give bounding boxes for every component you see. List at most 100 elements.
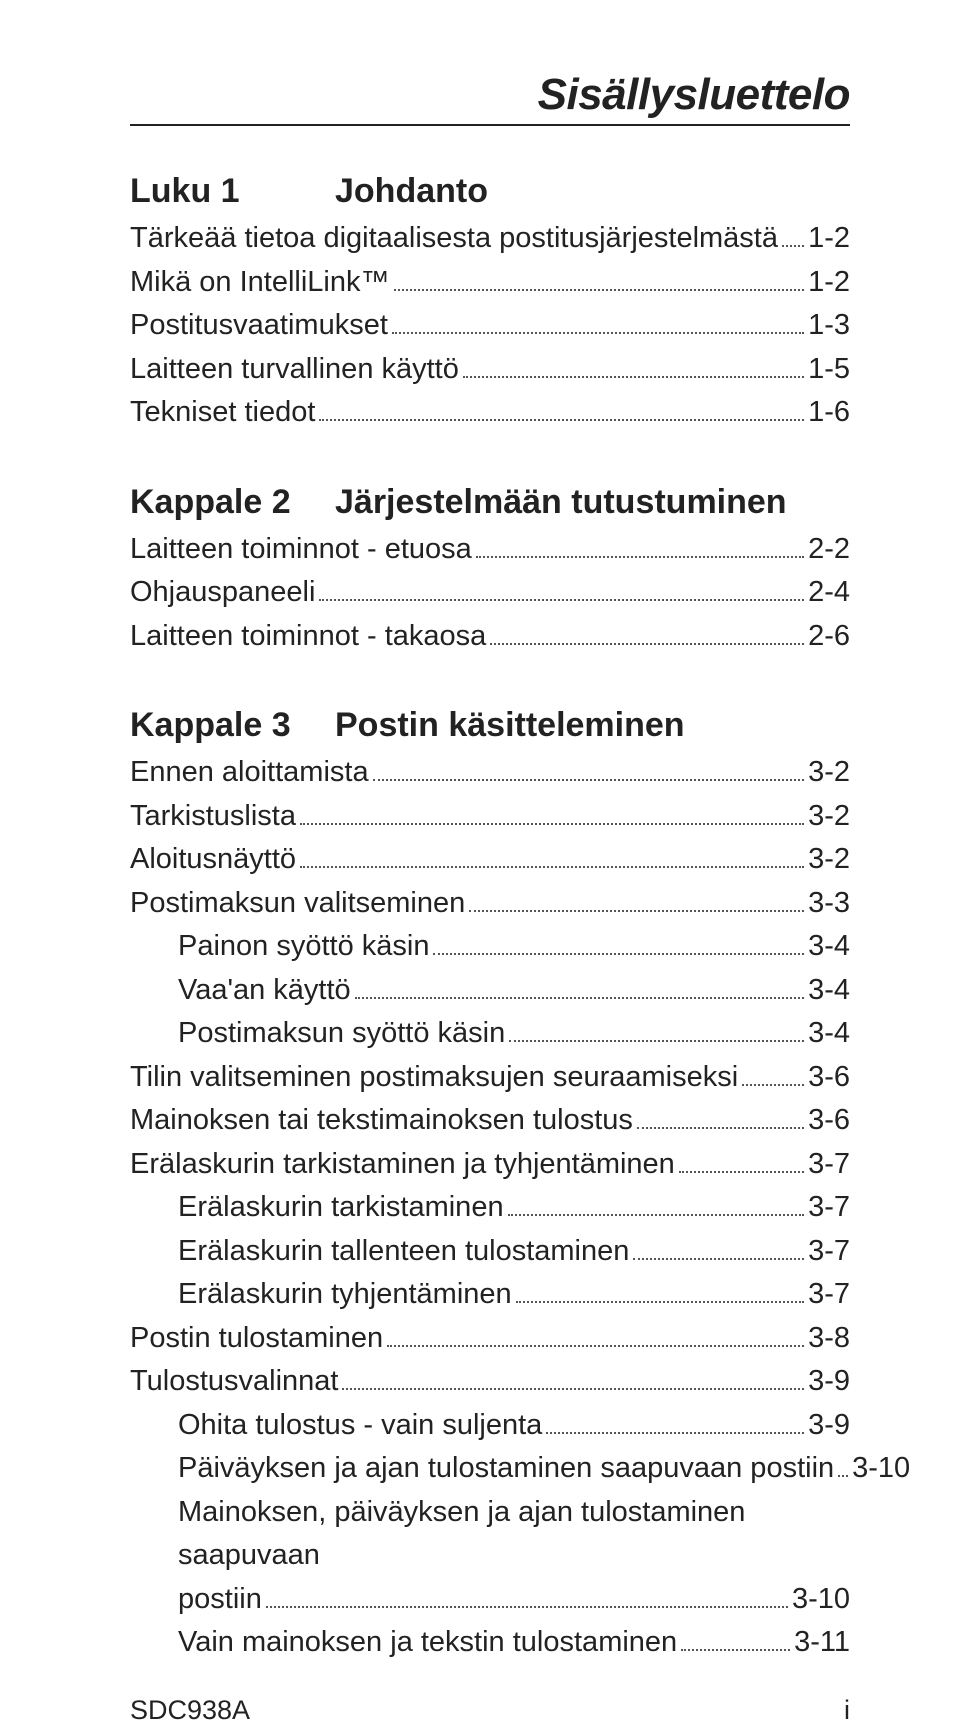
page-footer: SDC938A i	[130, 1665, 850, 1726]
toc-entry-page: 3-10	[792, 1578, 850, 1622]
toc-entry: Postimaksun syöttö käsin3-4	[130, 1012, 850, 1056]
toc-entry: Postimaksun valitseminen 3-3	[130, 882, 850, 926]
toc-entry-page: 3-11	[794, 1621, 850, 1665]
toc-entry: Vain mainoksen ja tekstin tulostaminen3-…	[130, 1621, 850, 1665]
toc-entry-page: 3-10	[852, 1447, 910, 1491]
toc-list: Laitteen toiminnot - etuosa2-2Ohjauspane…	[130, 528, 850, 659]
toc-entry-page: 3-3	[808, 882, 850, 926]
toc-entry: Laitteen turvallinen käyttö1-5	[130, 348, 850, 392]
toc-entry-label: Tarkistuslista	[130, 795, 296, 839]
toc-entry-label: Tulostusvalinnat	[130, 1360, 338, 1404]
toc-entry: Mikä on IntelliLink™ 1-2	[130, 261, 850, 305]
toc-entry-page: 1-6	[808, 391, 850, 435]
toc-entry-page: 3-4	[808, 925, 850, 969]
toc-entry-label: Ohjauspaneeli	[130, 571, 315, 615]
toc-entry-page: 3-9	[808, 1360, 850, 1404]
toc-entry-label: Erälaskurin tyhjentäminen	[178, 1273, 512, 1317]
toc-entry-page: 2-2	[808, 528, 850, 572]
toc-leader	[355, 997, 804, 999]
toc-entry-page: 3-7	[808, 1230, 850, 1274]
page: Sisällysluettelo Luku 1Johdanto Tärkeää t…	[0, 0, 960, 1733]
toc-entry: Tekniset tiedot 1-6	[130, 391, 850, 435]
section-title: Postin käsitteleminen	[335, 706, 685, 745]
toc-leader	[637, 1127, 804, 1129]
toc-leader	[319, 419, 804, 421]
toc-entry: Tärkeää tietoa digitaalisesta postitusjä…	[130, 217, 850, 261]
toc-entry: Erälaskurin tallenteen tulostaminen3-7	[130, 1230, 850, 1274]
section-heading: Kappale 3Postin käsitteleminen	[130, 706, 850, 745]
toc-leader	[633, 1258, 804, 1260]
toc-entry-page: 2-6	[808, 615, 850, 659]
toc-entry: Tarkistuslista 3-2	[130, 795, 850, 839]
toc-leader	[433, 953, 804, 955]
toc-leader	[300, 866, 804, 868]
toc-entry-label: Postimaksun valitseminen	[130, 882, 465, 926]
toc-entry: Erälaskurin tyhjentäminen 3-7	[130, 1273, 850, 1317]
title-rule: Sisällysluettelo	[130, 70, 850, 126]
section-title: Johdanto	[335, 172, 488, 211]
toc-entry-label: Postitusvaatimukset	[130, 304, 388, 348]
toc-entry-page: 1-3	[808, 304, 850, 348]
toc-entry-page: 3-7	[808, 1273, 850, 1317]
toc-entry-label: Mikä on IntelliLink™	[130, 261, 390, 305]
toc-entry: Painon syöttö käsin 3-4	[130, 925, 850, 969]
section-number: Luku 1	[130, 172, 335, 211]
toc-entry-label: Mainoksen tai tekstimainoksen tulostus	[130, 1099, 633, 1143]
section-number: Kappale 3	[130, 706, 335, 745]
toc-leader	[679, 1171, 804, 1173]
toc-entry-page: 3-7	[808, 1186, 850, 1230]
toc-entry-page: 2-4	[808, 571, 850, 615]
toc-entry-page: 3-6	[808, 1056, 850, 1100]
toc-entry-page: 3-8	[808, 1317, 850, 1361]
toc-list: Tärkeää tietoa digitaalisesta postitusjä…	[130, 217, 850, 435]
toc-entry: postiin3-10	[130, 1578, 850, 1622]
toc-entry-label: Vaa'an käyttö	[178, 969, 351, 1013]
toc-leader	[742, 1084, 804, 1086]
toc-entry-label: Päiväyksen ja ajan tulostaminen saapuvaa…	[178, 1447, 834, 1491]
toc-entry-page: 3-2	[808, 751, 850, 795]
toc-entry-label: Aloitusnäyttö	[130, 838, 296, 882]
section-heading: Kappale 2Järjestelmään tutustuminen	[130, 483, 850, 522]
toc-list: Ennen aloittamista 3-2 Tarkistuslista 3-2 Al…	[130, 751, 850, 1665]
toc-entry-label: Erälaskurin tarkistaminen	[178, 1186, 504, 1230]
toc-entry-page: 3-6	[808, 1099, 850, 1143]
toc-entry: Ohita tulostus - vain suljenta3-9	[130, 1404, 850, 1448]
toc-leader	[266, 1606, 788, 1608]
toc-entry-label: Tärkeää tietoa digitaalisesta postitusjä…	[130, 217, 778, 261]
toc-entry-label: Tilin valitseminen postimaksujen seuraam…	[130, 1056, 738, 1100]
toc-entry: Ennen aloittamista 3-2	[130, 751, 850, 795]
toc-entry-page: 1-2	[808, 261, 850, 305]
toc-entry-page: 3-2	[808, 795, 850, 839]
toc-entry: Postitusvaatimukset 1-3	[130, 304, 850, 348]
toc-entry: Laitteen toiminnot - takaosa 2-6	[130, 615, 850, 659]
toc-leader	[509, 1040, 804, 1042]
toc-leader	[490, 643, 804, 645]
toc-entry-label: Tekniset tiedot	[130, 391, 315, 435]
toc-entry: Erälaskurin tarkistaminen ja tyhjentämin…	[130, 1143, 850, 1187]
toc-entry: Postin tulostaminen 3-8	[130, 1317, 850, 1361]
toc-leader	[782, 245, 804, 247]
toc-entry-label: Ennen aloittamista	[130, 751, 369, 795]
toc-entry-page: 1-5	[808, 348, 850, 392]
toc-entry-label: Painon syöttö käsin	[178, 925, 429, 969]
toc-entry-page: 3-4	[808, 1012, 850, 1056]
toc-leader	[508, 1214, 805, 1216]
toc-entry-page: 3-4	[808, 969, 850, 1013]
toc-leader	[463, 376, 804, 378]
toc-entry: Erälaskurin tarkistaminen 3-7	[130, 1186, 850, 1230]
section-heading: Luku 1Johdanto	[130, 172, 850, 211]
page-title: Sisällysluettelo	[538, 70, 850, 119]
toc-entry-page: 3-7	[808, 1143, 850, 1187]
toc-leader	[469, 910, 804, 912]
toc-entry: Vaa'an käyttö 3-4	[130, 969, 850, 1013]
toc-leader	[342, 1388, 804, 1390]
toc-leader	[387, 1345, 804, 1347]
toc-entry-wrap: Mainoksen, päiväyksen ja ajan tulostamin…	[130, 1491, 850, 1578]
toc-entry-label: Laitteen toiminnot - takaosa	[130, 615, 486, 659]
toc-entry-label: Postin tulostaminen	[130, 1317, 383, 1361]
toc-root: Luku 1Johdanto Tärkeää tietoa digitaalise…	[130, 166, 850, 1665]
toc-leader	[394, 289, 805, 291]
toc-entry: Laitteen toiminnot - etuosa2-2	[130, 528, 850, 572]
toc-entry-label: Erälaskurin tarkistaminen ja tyhjentämin…	[130, 1143, 675, 1187]
toc-leader	[300, 823, 804, 825]
